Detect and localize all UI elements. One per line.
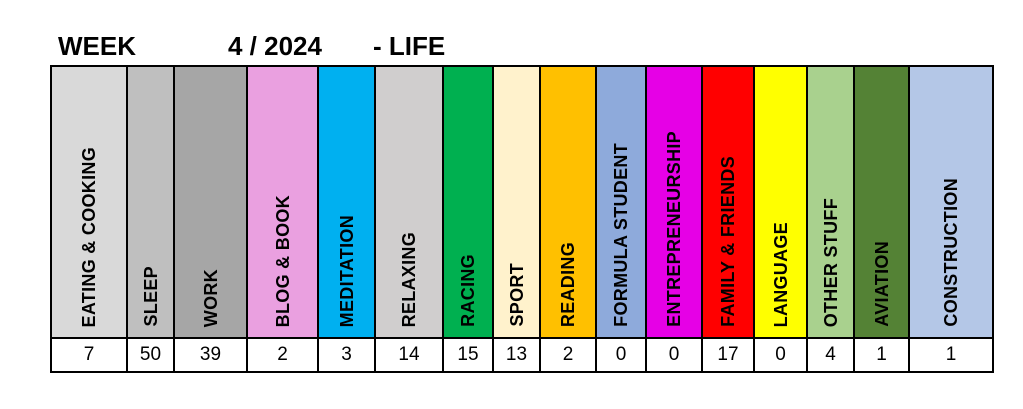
category-column: WORK 39: [173, 67, 246, 371]
category-column: MEDITATION 3: [317, 67, 374, 371]
category-value: 50: [128, 337, 173, 371]
category-header-cell: BLOG & BOOK: [248, 67, 317, 337]
category-column: SPORT 13: [492, 67, 539, 371]
week-label: WEEK: [58, 31, 136, 61]
category-label: CONSTRUCTION: [941, 178, 961, 327]
category-column: BLOG & BOOK 2: [246, 67, 317, 371]
category-label: MEDITATION: [336, 214, 357, 327]
category-column: READING 2: [539, 67, 595, 371]
category-column: RELAXING 14: [374, 67, 442, 371]
category-label: RACING: [458, 254, 478, 327]
category-header-cell: RACING: [444, 67, 492, 337]
category-label: FORMULA STUDENT: [611, 143, 631, 327]
category-value: 0: [597, 337, 645, 371]
category-value: 1: [855, 337, 908, 371]
category-value: 39: [175, 337, 246, 371]
category-label: BLOG & BOOK: [272, 194, 293, 327]
category-header-cell: ENTREPRENEURSHIP: [647, 67, 701, 337]
category-column: AVIATION 1: [853, 67, 908, 371]
category-label: SPORT: [506, 263, 527, 327]
category-column: RACING 15: [442, 67, 492, 371]
category-value: 2: [541, 337, 595, 371]
category-header-cell: WORK: [175, 67, 246, 337]
category-header-cell: READING: [541, 67, 595, 337]
category-header-cell: CONSTRUCTION: [910, 67, 992, 337]
category-column: CONSTRUCTION 1: [908, 67, 992, 371]
category-label: FAMILY & FRIENDS: [718, 156, 738, 327]
category-header-cell: SPORT: [494, 67, 539, 337]
category-header-cell: SLEEP: [128, 67, 173, 337]
category-value: 2: [248, 337, 317, 371]
title-row: WEEK 4 / 2024 - LIFE: [0, 31, 600, 61]
category-label: OTHER STUFF: [820, 197, 841, 327]
category-column: LANGUAGE 0: [753, 67, 806, 371]
sheet-label: - LIFE: [373, 31, 446, 61]
category-value: 17: [703, 337, 753, 371]
category-value: 13: [494, 337, 539, 371]
category-header-cell: RELAXING: [376, 67, 442, 337]
category-value: 4: [808, 337, 853, 371]
category-header-cell: FORMULA STUDENT: [597, 67, 645, 337]
category-column: OTHER STUFF 4: [806, 67, 853, 371]
category-column: FAMILY & FRIENDS 17: [701, 67, 753, 371]
category-value: 15: [444, 337, 492, 371]
category-value: 7: [52, 337, 126, 371]
category-header-cell: LANGUAGE: [755, 67, 806, 337]
time-tracking-table: EATING & COOKING 7 SLEEP 50 WORK 39 BLOG…: [50, 65, 994, 373]
category-value: 1: [910, 337, 992, 371]
category-value: 0: [647, 337, 701, 371]
category-column: SLEEP 50: [126, 67, 173, 371]
category-header-cell: OTHER STUFF: [808, 67, 853, 337]
category-header-cell: FAMILY & FRIENDS: [703, 67, 753, 337]
category-label: SLEEP: [140, 266, 161, 327]
category-label: LANGUAGE: [770, 221, 791, 327]
category-label: RELAXING: [399, 231, 419, 327]
category-value: 3: [319, 337, 374, 371]
category-label: AVIATION: [871, 241, 892, 327]
category-value: 14: [376, 337, 442, 371]
category-header-cell: EATING & COOKING: [52, 67, 126, 337]
category-column: EATING & COOKING 7: [52, 67, 126, 371]
category-label: READING: [558, 241, 578, 327]
category-column: FORMULA STUDENT 0: [595, 67, 645, 371]
category-header-cell: MEDITATION: [319, 67, 374, 337]
category-label: EATING & COOKING: [79, 146, 99, 327]
category-column: ENTREPRENEURSHIP 0: [645, 67, 701, 371]
category-label: ENTREPRENEURSHIP: [664, 131, 684, 327]
category-label: WORK: [200, 268, 221, 327]
category-header-cell: AVIATION: [855, 67, 908, 337]
category-value: 0: [755, 337, 806, 371]
week-period: 4 / 2024: [228, 31, 322, 61]
